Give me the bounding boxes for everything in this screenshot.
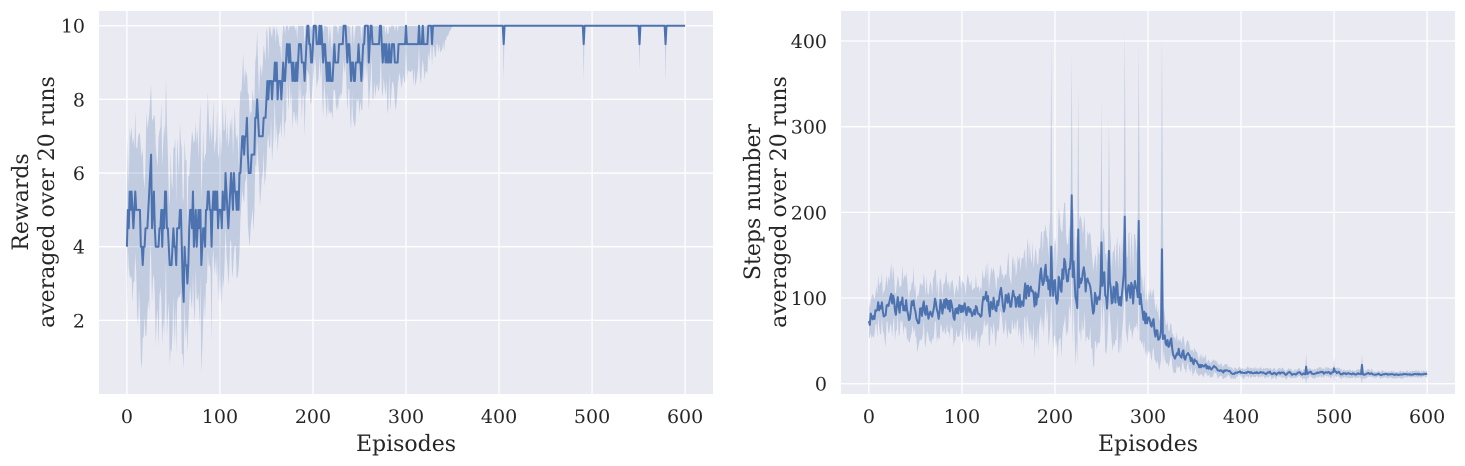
y-tick-label: 400: [791, 31, 827, 53]
steps-x-axis-label: Episodes: [1098, 432, 1198, 457]
steps-y-axis-label-line2: averaged over 20 runs: [767, 76, 792, 328]
x-tick-label: 500: [574, 406, 610, 428]
rewards-y-axis-label-line2: averaged over 20 runs: [35, 76, 60, 328]
rewards-y-tick-labels: 2 4 6 8 10: [61, 16, 85, 333]
x-tick-label: 400: [1223, 406, 1259, 428]
y-tick-label: 0: [815, 374, 827, 396]
x-tick-label: 600: [1409, 406, 1445, 428]
x-tick-label: 500: [1316, 406, 1352, 428]
x-tick-label: 300: [1130, 406, 1166, 428]
steps-x-tick-labels: 0 100 200 300 400 500 600: [863, 406, 1445, 428]
steps-y-tick-labels: 0 100 200 300 400: [791, 31, 827, 396]
steps-y-axis-label-line1: Steps number: [741, 123, 766, 280]
y-tick-label: 100: [791, 288, 827, 310]
rewards-mean-line: [125, 24, 686, 303]
x-tick-label: 100: [944, 406, 980, 428]
y-tick-label: 6: [73, 163, 85, 185]
y-tick-label: 10: [61, 16, 85, 38]
x-tick-label: 0: [863, 406, 875, 428]
x-tick-label: 200: [295, 406, 331, 428]
x-tick-label: 0: [121, 406, 133, 428]
x-tick-label: 400: [481, 406, 517, 428]
y-tick-label: 8: [73, 89, 85, 111]
x-tick-label: 600: [667, 406, 703, 428]
x-tick-label: 200: [1037, 406, 1073, 428]
y-tick-label: 2: [73, 310, 85, 332]
steps-gridlines: [841, 11, 1455, 394]
steps-chart: 0 100 200 300 400 500 600 0 100 200 300 400 Episod…: [741, 11, 1455, 457]
rewards-x-tick-labels: 0 100 200 300 400 500 600: [121, 406, 703, 428]
rewards-y-axis-label-line1: Rewards: [9, 153, 34, 250]
y-tick-label: 4: [73, 237, 85, 259]
rewards-chart: 0 100 200 300 400 500 600 2 4 6 8 10 Episodes Rewa…: [9, 11, 713, 457]
x-tick-label: 100: [202, 406, 238, 428]
x-tick-label: 300: [388, 406, 424, 428]
y-tick-label: 300: [791, 117, 827, 139]
y-tick-label: 200: [791, 202, 827, 224]
steps-mean-line: [867, 194, 1428, 377]
rewards-x-axis-label: Episodes: [356, 432, 456, 457]
